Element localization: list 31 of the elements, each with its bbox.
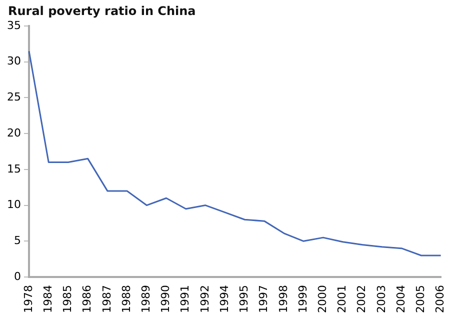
x-tick-label: 2006	[434, 285, 447, 314]
x-tick-label: 1978	[22, 285, 35, 314]
x-tick-label: 2004	[394, 285, 408, 314]
y-tick-label: 0	[14, 270, 21, 283]
x-tick-label: 1990	[159, 285, 172, 314]
y-tick-label: 5	[14, 234, 21, 248]
x-tick-label: 1992	[198, 285, 212, 314]
x-tick-label: 2003	[374, 285, 388, 314]
y-tick-label: 30	[6, 54, 21, 68]
x-tick-label: 1988	[120, 285, 133, 314]
x-tick-label: 1995	[238, 285, 251, 314]
y-tick-label: 15	[6, 162, 21, 176]
x-tick-label: 2000	[316, 285, 329, 314]
y-tick-label: 25	[6, 90, 21, 104]
x-tick-label: 1984	[41, 285, 54, 314]
x-tick-label: 1997	[257, 285, 270, 314]
x-tick-label: 1991	[178, 285, 192, 314]
y-tick-label: 10	[6, 198, 21, 212]
y-tick-label: 20	[6, 126, 21, 140]
x-tick-label: 1987	[100, 285, 114, 314]
x-tick-label: 1998	[276, 285, 290, 314]
x-tick-label: 1994	[218, 285, 231, 314]
x-tick-label: 1989	[140, 285, 153, 314]
x-tick-label: 2002	[355, 285, 368, 314]
y-tick-label: 35	[6, 18, 21, 32]
x-tick-label: 1985	[61, 285, 74, 314]
x-tick-label: 2005	[414, 285, 428, 314]
chart-title: Rural poverty ratio in China	[8, 4, 196, 18]
x-tick-label: 1986	[80, 285, 94, 314]
x-tick-label: 1999	[296, 285, 310, 314]
x-tick-label: 2001	[336, 285, 349, 314]
